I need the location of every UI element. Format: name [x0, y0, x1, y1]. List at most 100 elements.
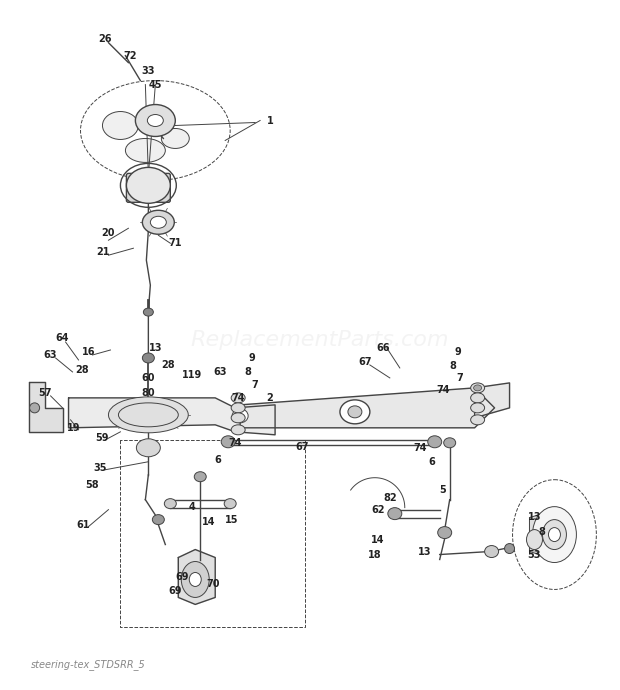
Ellipse shape [533, 506, 577, 562]
Ellipse shape [505, 544, 515, 553]
Ellipse shape [474, 385, 482, 391]
Polygon shape [475, 383, 510, 418]
Ellipse shape [485, 546, 498, 558]
Text: 6: 6 [428, 457, 435, 466]
Text: 60: 60 [141, 373, 155, 383]
Text: 8: 8 [450, 361, 456, 371]
Text: 70: 70 [206, 580, 220, 589]
Text: 7: 7 [456, 373, 463, 383]
Ellipse shape [181, 562, 209, 598]
Text: 13: 13 [149, 343, 162, 353]
Text: 18: 18 [368, 549, 382, 560]
Ellipse shape [231, 393, 245, 403]
Ellipse shape [102, 112, 138, 139]
FancyBboxPatch shape [126, 173, 170, 202]
Ellipse shape [108, 397, 188, 433]
Text: 8: 8 [245, 367, 252, 377]
Text: ReplacementParts.com: ReplacementParts.com [191, 330, 450, 350]
Text: 26: 26 [99, 34, 112, 43]
Ellipse shape [542, 520, 567, 549]
Ellipse shape [30, 403, 40, 413]
Ellipse shape [526, 530, 542, 549]
Ellipse shape [194, 472, 206, 482]
Text: 1: 1 [267, 115, 273, 126]
Polygon shape [29, 382, 63, 432]
Ellipse shape [388, 508, 402, 520]
Text: 63: 63 [44, 350, 57, 360]
Text: 82: 82 [383, 493, 397, 502]
Text: 21: 21 [97, 247, 110, 257]
Text: 57: 57 [38, 388, 51, 398]
Text: 69: 69 [169, 586, 182, 596]
Text: 63: 63 [213, 367, 227, 377]
Ellipse shape [444, 437, 456, 448]
Text: 13: 13 [418, 546, 432, 557]
Ellipse shape [136, 439, 161, 457]
Ellipse shape [471, 383, 485, 393]
Ellipse shape [221, 436, 235, 448]
Ellipse shape [224, 499, 236, 509]
Text: 59: 59 [95, 433, 109, 443]
Text: 16: 16 [82, 347, 95, 357]
Ellipse shape [231, 413, 245, 423]
Ellipse shape [125, 139, 166, 162]
Ellipse shape [135, 105, 175, 137]
Ellipse shape [161, 128, 189, 148]
Text: 14: 14 [371, 535, 384, 544]
Text: 71: 71 [169, 238, 182, 248]
Text: 119: 119 [182, 370, 202, 380]
Ellipse shape [153, 515, 164, 524]
Text: 67: 67 [295, 442, 309, 452]
Text: 74: 74 [228, 437, 242, 448]
Ellipse shape [438, 526, 452, 539]
Ellipse shape [428, 436, 441, 448]
Text: 80: 80 [141, 388, 155, 398]
Ellipse shape [143, 308, 153, 316]
Ellipse shape [471, 393, 485, 403]
Polygon shape [529, 515, 544, 555]
Text: 69: 69 [175, 573, 189, 582]
Text: 9: 9 [249, 353, 255, 363]
Text: 66: 66 [376, 343, 389, 353]
Ellipse shape [348, 406, 362, 418]
Polygon shape [240, 388, 495, 428]
Ellipse shape [143, 210, 174, 234]
Text: 13: 13 [528, 511, 541, 522]
Text: 15: 15 [226, 515, 239, 524]
Text: 8: 8 [538, 526, 545, 537]
Text: 45: 45 [149, 79, 162, 90]
Text: 7: 7 [252, 380, 259, 390]
Ellipse shape [148, 115, 163, 126]
Text: 74: 74 [231, 393, 245, 403]
Ellipse shape [471, 403, 485, 413]
Text: 61: 61 [77, 520, 91, 530]
Text: 20: 20 [102, 228, 115, 238]
Text: 74: 74 [436, 385, 449, 395]
Ellipse shape [143, 353, 154, 363]
Ellipse shape [189, 573, 202, 586]
Ellipse shape [151, 216, 166, 228]
Text: 2: 2 [267, 393, 273, 403]
Text: 62: 62 [371, 504, 384, 515]
Text: 74: 74 [413, 443, 427, 453]
Text: 53: 53 [528, 549, 541, 560]
Text: 19: 19 [67, 423, 80, 433]
Ellipse shape [232, 409, 248, 423]
Text: 64: 64 [56, 333, 69, 343]
Ellipse shape [340, 400, 370, 424]
Ellipse shape [231, 425, 245, 435]
Ellipse shape [549, 528, 560, 542]
Text: 4: 4 [189, 502, 196, 512]
Text: 33: 33 [141, 66, 155, 76]
Text: steering-tex_STDSRR_5: steering-tex_STDSRR_5 [30, 659, 145, 670]
Text: 67: 67 [358, 357, 371, 367]
Text: 58: 58 [86, 480, 99, 490]
Polygon shape [69, 398, 275, 435]
Text: 72: 72 [123, 50, 137, 61]
Text: 14: 14 [202, 517, 215, 526]
Polygon shape [179, 549, 215, 604]
Ellipse shape [471, 415, 485, 425]
Text: 28: 28 [76, 365, 89, 375]
Ellipse shape [231, 403, 245, 413]
Ellipse shape [126, 168, 170, 204]
